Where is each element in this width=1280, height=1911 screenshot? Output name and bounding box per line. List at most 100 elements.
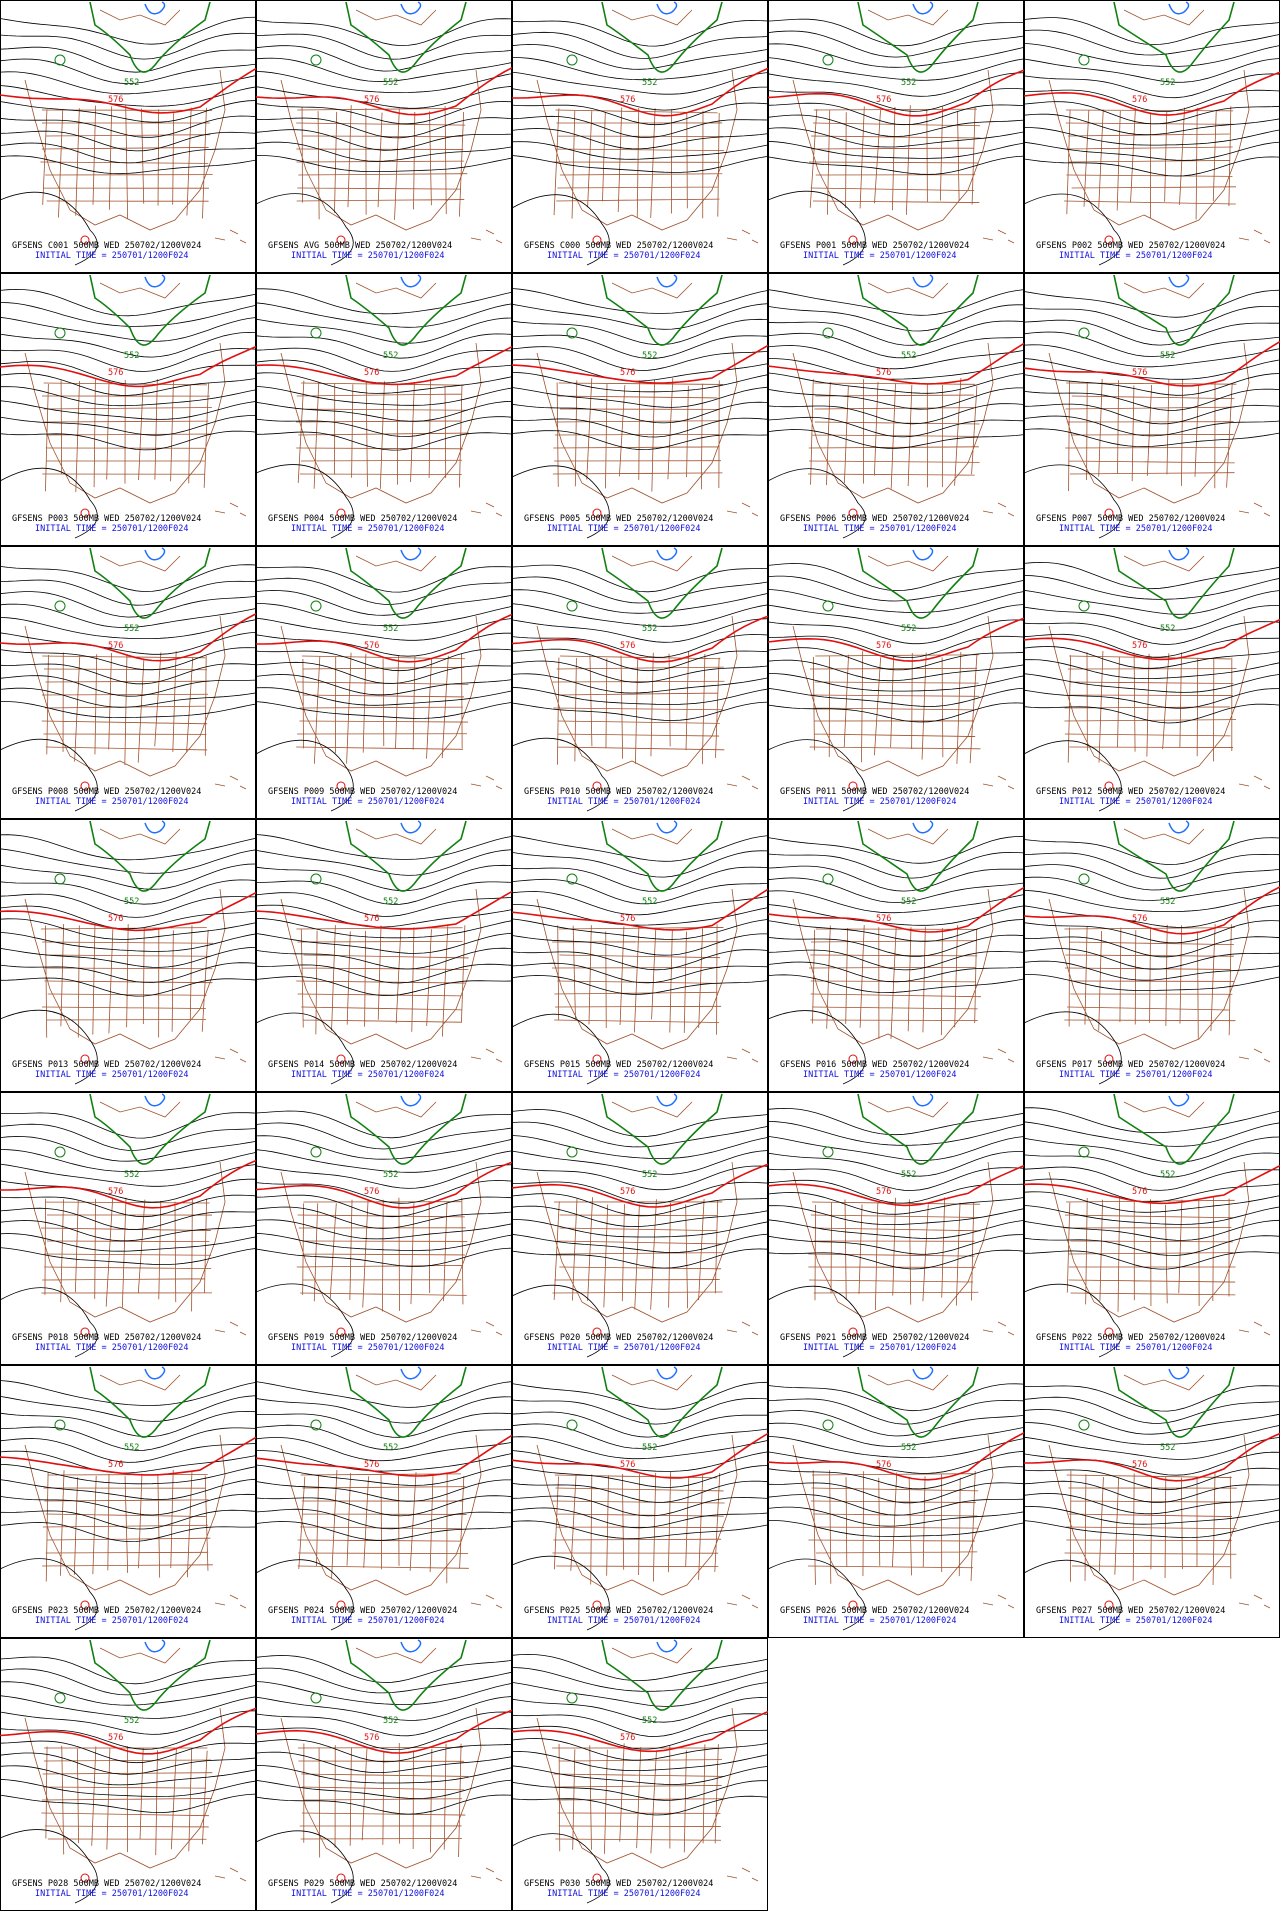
- blue-contour: [400, 820, 422, 834]
- height-contour: [768, 1558, 866, 1631]
- height-contour: [0, 932, 256, 952]
- height-contour: [0, 893, 256, 918]
- height-contour: [768, 1219, 1024, 1239]
- height-contour: [0, 1426, 256, 1451]
- red-marker: [80, 1327, 90, 1337]
- map-panel: 576 552 GFSENS P007 500MB WED 250702/1200V…: [1024, 273, 1280, 546]
- state-borders: [24, 555, 247, 790]
- height-contour: [0, 46, 256, 73]
- height-contour: [768, 1494, 1024, 1516]
- contour-576: [512, 888, 768, 931]
- blue-contour: [1168, 820, 1190, 834]
- contour-552: [345, 820, 467, 892]
- height-contour: [1024, 740, 1122, 812]
- height-contour: [768, 1398, 1024, 1425]
- contour-552: [601, 547, 723, 619]
- contour-label: 576: [1132, 368, 1147, 378]
- height-contour: [1024, 974, 1280, 991]
- panel-init-time: INITIAL TIME = 250701/1200F024: [547, 1889, 701, 1899]
- panel-title: GFSENS P024 500MB WED 250702/1200V024: [268, 1606, 457, 1616]
- contour-label: 552: [901, 1443, 916, 1453]
- contour-552: [857, 1, 979, 73]
- contour-label: 576: [108, 914, 123, 924]
- height-contour: [768, 1482, 1024, 1504]
- height-contour: [256, 302, 512, 328]
- panel-init-time: INITIAL TIME = 250701/1200F024: [1059, 1343, 1213, 1353]
- contour-label: 552: [1160, 624, 1175, 634]
- panel-init-time: INITIAL TIME = 250701/1200F024: [803, 1070, 957, 1080]
- blue-contour: [400, 274, 422, 288]
- contour-576: [1024, 618, 1280, 661]
- height-contour: [0, 687, 256, 708]
- height-contour: [0, 1778, 256, 1797]
- height-contour: [0, 1668, 256, 1696]
- height-contour: [256, 45, 512, 72]
- blue-contour: [656, 1093, 678, 1107]
- panel-init-time: INITIAL TIME = 250701/1200F024: [291, 1070, 445, 1080]
- height-contour: [1024, 1219, 1280, 1241]
- height-contour: [1024, 415, 1280, 437]
- height-contour: [512, 1520, 768, 1539]
- panel-init-time: INITIAL TIME = 250701/1200F024: [291, 1889, 445, 1899]
- height-contour: [0, 1752, 256, 1775]
- contour-576: [512, 1710, 768, 1753]
- low-center: [566, 873, 578, 885]
- height-contour: [0, 1522, 256, 1543]
- blue-contour: [1168, 1093, 1190, 1107]
- red-marker: [336, 781, 346, 791]
- height-contour: [256, 1464, 512, 1486]
- panel-init-time: INITIAL TIME = 250701/1200F024: [35, 1616, 189, 1626]
- height-contour: [256, 648, 512, 672]
- height-contour: [256, 288, 512, 315]
- height-contour: [768, 387, 1024, 410]
- low-center: [822, 327, 834, 339]
- height-contour: [256, 892, 512, 917]
- height-contour: [1024, 1283, 1122, 1358]
- red-marker: [336, 508, 346, 518]
- height-contour: [512, 20, 768, 47]
- panel-init-time: INITIAL TIME = 250701/1200F024: [35, 1889, 189, 1899]
- map-panel: 576 552 GFSENS P029 500MB WED 250702/1200V…: [256, 1638, 512, 1911]
- contour-576: [768, 69, 1024, 117]
- height-contour: [512, 102, 768, 126]
- blue-contour: [400, 1366, 422, 1380]
- low-center: [822, 54, 834, 66]
- contour-label: 552: [1160, 351, 1175, 361]
- height-contour: [0, 663, 256, 685]
- height-contour: [0, 467, 98, 539]
- contour-552: [89, 820, 211, 892]
- contour-552: [1113, 547, 1235, 619]
- low-center: [310, 873, 322, 885]
- blue-contour: [912, 820, 934, 834]
- height-contour: [256, 834, 512, 860]
- contour-label: 552: [642, 897, 657, 907]
- panel-init-time: INITIAL TIME = 250701/1200F024: [803, 251, 957, 261]
- height-contour: [768, 1422, 1024, 1447]
- panel-init-time: INITIAL TIME = 250701/1200F024: [547, 797, 701, 807]
- panel-title: GFSENS P027 500MB WED 250702/1200V024: [1036, 1606, 1225, 1616]
- height-contour: [1024, 193, 1122, 266]
- height-contour: [1024, 58, 1280, 83]
- height-contour: [1024, 703, 1280, 724]
- contour-label: 552: [124, 897, 139, 907]
- height-contour: [1024, 589, 1280, 615]
- contour-576: [768, 886, 1024, 933]
- contour-label: 576: [364, 914, 379, 924]
- height-contour: [512, 701, 768, 721]
- height-contour: [768, 877, 1024, 903]
- panel-title: GFSENS P020 500MB WED 250702/1200V024: [524, 1333, 713, 1343]
- contour-label: 576: [108, 1733, 123, 1743]
- contour-label: 576: [620, 1187, 635, 1197]
- height-contour: [256, 71, 512, 94]
- contour-552: [345, 1366, 467, 1438]
- height-contour: [256, 18, 512, 47]
- height-contour: [768, 1234, 1024, 1255]
- height-contour: [0, 1829, 98, 1904]
- height-contour: [0, 1194, 256, 1218]
- blue-contour: [912, 1, 934, 15]
- red-marker: [848, 1600, 858, 1610]
- height-contour: [256, 1232, 512, 1251]
- height-contour: [768, 865, 1024, 892]
- red-marker: [1104, 1054, 1114, 1064]
- map-panel: 576 552 GFSENS P015 500MB WED 250702/1200V…: [512, 819, 768, 1092]
